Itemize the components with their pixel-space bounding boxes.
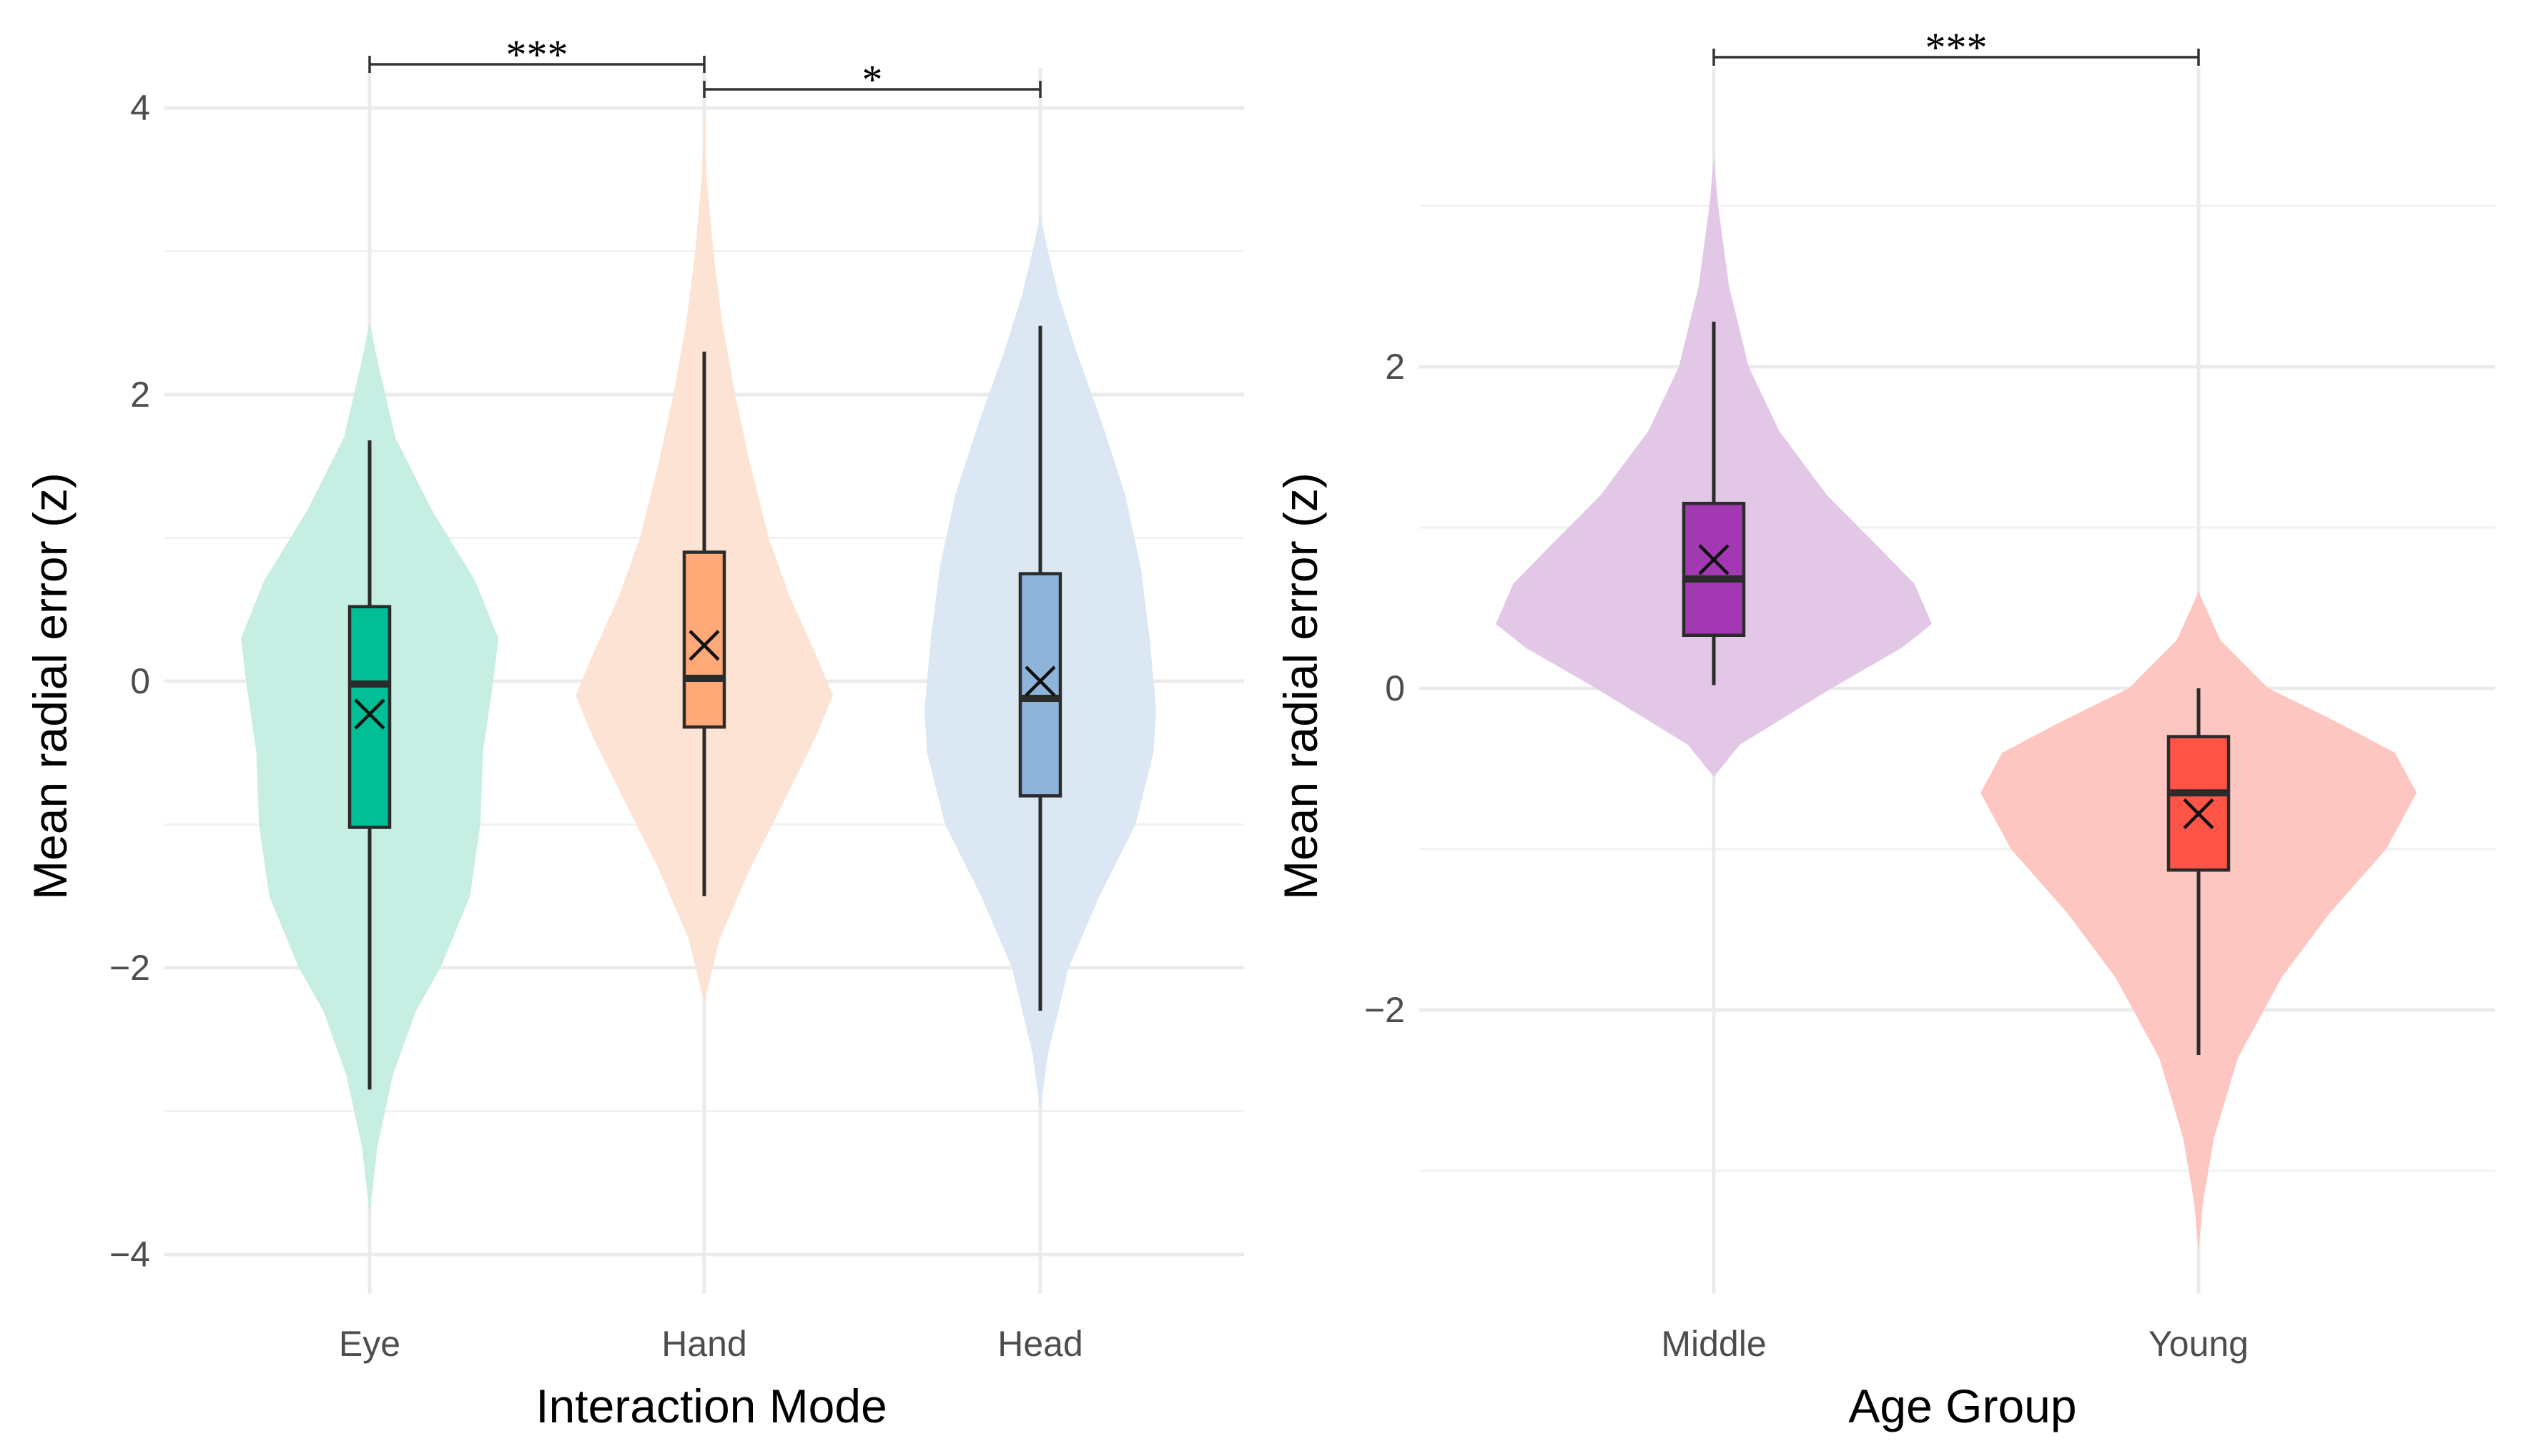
x-tick-label: Hand — [661, 1324, 747, 1364]
x-tick-label: Head — [997, 1324, 1083, 1364]
y-tick-label: −4 — [109, 1234, 150, 1274]
violin-group-eye — [241, 322, 498, 1214]
mean-marker — [2183, 798, 2214, 830]
violin-group-middle — [1496, 157, 1932, 777]
mean-marker — [1025, 665, 1056, 697]
chart-panel-2: −2 0 2 Middle Young *** Age Group Mean radial e… — [1274, 24, 2495, 1432]
bracket-line — [703, 81, 1042, 98]
violin-group-young — [1980, 592, 2417, 1252]
y-axis-title: Mean radial error (z) — [1274, 472, 1327, 900]
box-eye — [347, 605, 392, 829]
gridlines — [1419, 68, 2495, 1294]
mean-marker — [689, 630, 720, 661]
significance-label: *** — [1925, 24, 1988, 71]
box-middle — [1682, 502, 1746, 637]
x-tick-label: Eye — [339, 1324, 400, 1364]
y-tick-label: 4 — [130, 88, 150, 128]
mean-marker — [354, 698, 385, 730]
bracket-line — [1712, 49, 2200, 66]
significance-label: *** — [506, 31, 568, 78]
bracket-line — [368, 56, 706, 73]
y-tick-label: −2 — [109, 948, 150, 988]
y-tick-label: −2 — [1364, 990, 1405, 1030]
x-tick-label: Middle — [1661, 1324, 1766, 1364]
significance-bracket: *** — [1712, 24, 2200, 71]
violin-group-head — [924, 215, 1156, 1111]
box-young — [2166, 735, 2231, 872]
violin-group-hand — [576, 108, 833, 1004]
x-axis-title: Age Group — [1848, 1380, 2076, 1432]
box-head — [1018, 572, 1062, 798]
y-tick-label: 2 — [130, 375, 150, 415]
box-hand — [682, 550, 726, 729]
x-axis-title: Interaction Mode — [536, 1380, 887, 1432]
significance-label: * — [862, 56, 883, 103]
mean-marker — [1698, 544, 1730, 575]
significance-bracket: *** — [368, 31, 706, 78]
x-tick-label: Young — [2148, 1324, 2249, 1364]
y-tick-label: 2 — [1385, 347, 1405, 387]
y-tick-label: 0 — [1385, 668, 1405, 708]
y-tick-label: 0 — [130, 661, 150, 701]
y-axis-title: Mean radial error (z) — [24, 472, 77, 900]
significance-bracket: * — [703, 56, 1042, 103]
